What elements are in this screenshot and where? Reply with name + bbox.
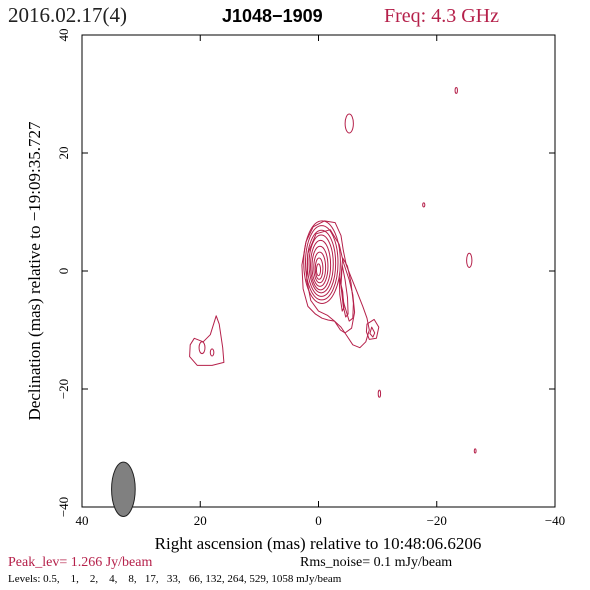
y-tick-label: −40	[56, 497, 71, 517]
isolated-contour	[473, 448, 477, 454]
y-tick-label: −20	[56, 379, 71, 399]
x-tick-label: 0	[315, 513, 322, 528]
axis-tick-labels: 40 20 0 −20 −40 −40 −20 0 20 40	[56, 29, 565, 529]
jet-contour	[306, 229, 356, 334]
core-contour	[313, 251, 327, 284]
jet-contour	[338, 276, 345, 312]
isolated-contour	[369, 326, 376, 338]
y-tick-label: 20	[56, 147, 71, 160]
isolated-contour	[422, 202, 426, 208]
plot-frame	[81, 34, 556, 508]
core-contour	[304, 225, 339, 301]
core-contour	[311, 245, 329, 287]
x-tick-label: −20	[427, 513, 447, 528]
isolated-contour	[209, 348, 215, 357]
y-tick-label: 40	[56, 29, 71, 42]
isolated-contour	[466, 252, 473, 268]
isolated-contour	[377, 389, 382, 398]
y-tick-label: 0	[56, 268, 71, 275]
axis-ticks	[81, 34, 556, 508]
observation-date: 2016.02.17(4)	[8, 3, 127, 27]
x-tick-label: 20	[194, 513, 207, 528]
core-contour	[310, 239, 332, 291]
isolated-contour	[454, 87, 458, 94]
isolated-contour	[198, 341, 206, 355]
jet-contour	[340, 264, 349, 318]
core-contour	[315, 263, 322, 277]
x-tick-label: −40	[545, 513, 565, 528]
jet-contour	[301, 220, 370, 349]
contour-levels: Levels: 0.5, 1, 2, 4, 8, 17, 33, 66, 132…	[8, 573, 342, 585]
contour-layer	[189, 87, 477, 454]
isolated-contour	[344, 113, 354, 134]
x-axis-label: Right ascension (mas) relative to 10:48:…	[155, 534, 482, 553]
peak-level: Peak_lev= 1.266 Jy/beam	[8, 555, 152, 570]
x-tick-label: 40	[76, 513, 89, 528]
isolated-contour	[189, 315, 225, 366]
core-contour	[303, 220, 341, 304]
beam-ellipse	[111, 461, 136, 517]
y-axis-label: Declination (mas) relative to −19:09:35.…	[25, 121, 44, 420]
rms-noise: Rms_noise= 0.1 mJy/beam	[300, 555, 452, 570]
core-contour	[314, 257, 324, 280]
core-contour	[308, 234, 334, 294]
isolated-contour	[365, 318, 380, 340]
source-name: J1048−1909	[222, 6, 323, 26]
frequency-label: Freq: 4.3 GHz	[384, 5, 499, 27]
